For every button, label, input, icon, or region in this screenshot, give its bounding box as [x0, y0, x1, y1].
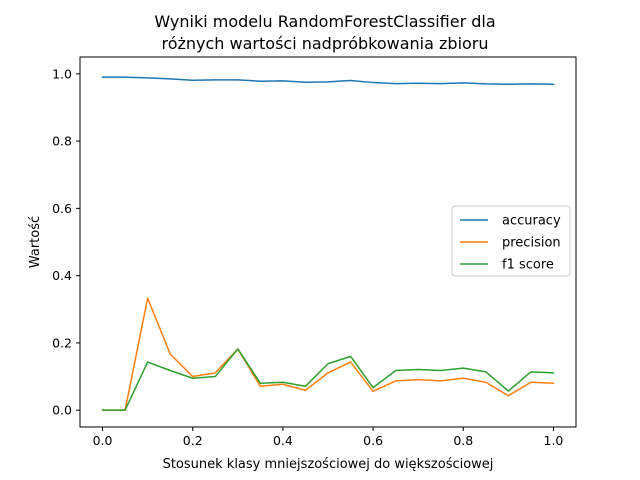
y-tick-label: 1.0: [52, 66, 72, 81]
y-tick-label: 0.0: [52, 403, 72, 418]
series-line-f1-score: [101, 348, 555, 411]
legend-label-f1-score: f1 score: [502, 258, 554, 273]
x-tick-label: 0.8: [453, 433, 473, 448]
plot-frame: [79, 56, 577, 428]
y-axis: 0.0 0.2 0.4 0.6 0.8 1.0: [52, 66, 80, 418]
y-tick-label: 0.4: [52, 268, 72, 283]
legend-box: [451, 205, 571, 277]
x-tick-label: 0.0: [93, 433, 113, 448]
x-axis-label: Stosunek klasy mniejszościowej do większ…: [163, 457, 494, 472]
x-axis: 0.0 0.2 0.4 0.6 0.8 1.0: [93, 427, 564, 448]
legend-label-accuracy: accuracy: [502, 214, 561, 229]
x-tick-label: 0.6: [363, 433, 383, 448]
x-tick-label: 0.2: [183, 433, 203, 448]
y-tick-label: 0.8: [52, 134, 72, 149]
x-tick-label: 0.4: [273, 433, 293, 448]
y-tick-label: 0.2: [52, 335, 72, 350]
legend-label-precision: precision: [502, 236, 561, 251]
series-line-accuracy: [101, 76, 555, 86]
y-axis-label: Wartość: [28, 216, 43, 268]
chart-title: Wyniki modelu RandomForestClassifier dla…: [154, 12, 495, 53]
chart-title-line: Wyniki modelu RandomForestClassifier dla: [154, 12, 495, 31]
x-tick-label: 1.0: [544, 433, 564, 448]
y-tick-label: 0.6: [52, 201, 72, 216]
chart-title-line: różnych wartości nadpróbkowania zbioru: [161, 34, 488, 53]
legend: accuracy precision f1 score: [451, 205, 571, 277]
series-line-precision: [101, 297, 555, 411]
series-lines: [101, 76, 555, 411]
